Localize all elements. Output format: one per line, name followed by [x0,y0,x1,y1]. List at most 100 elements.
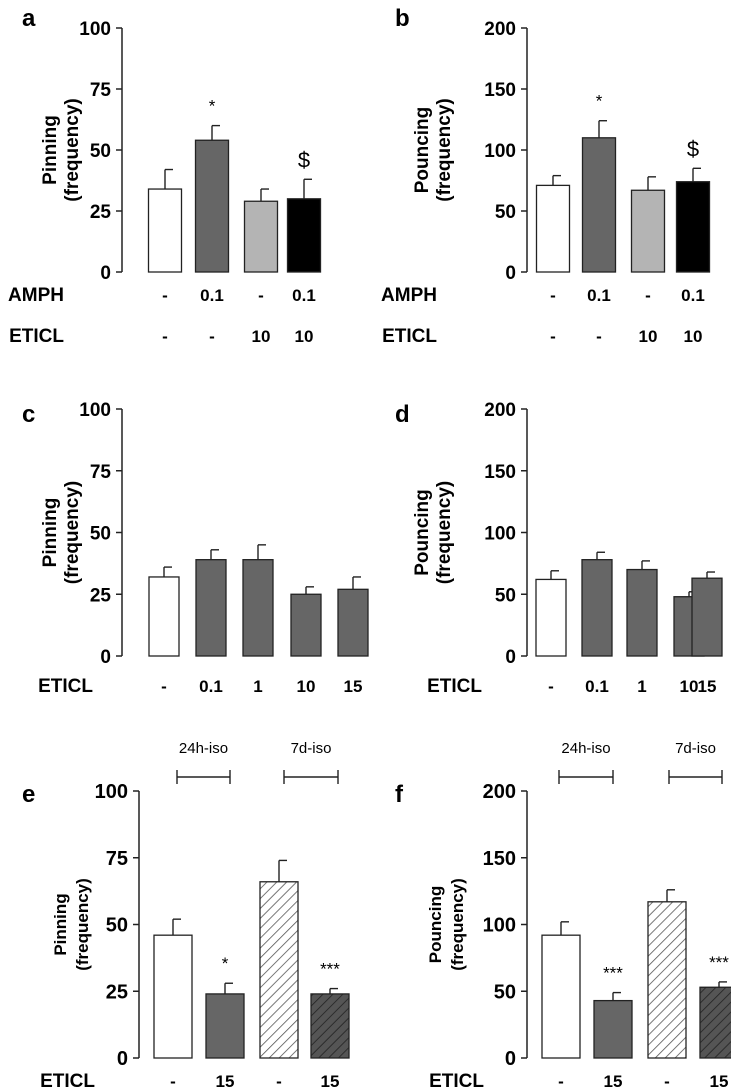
y-tick-label: 75 [106,848,128,870]
panel-letter: e [22,781,35,808]
bar-b-2 [581,137,617,273]
y-tick-label: 0 [505,263,516,284]
y-tick-label: 100 [484,524,516,545]
panel-d: d 0 50 100 150 200 Pouncing(frequency) ETICL - 0.… [395,400,723,697]
row-value: 0.1 [199,677,223,696]
y-tick-label: 0 [100,263,111,284]
panel-f: f 0 50 100 150 200 Pouncing (frequency) *** *** ET… [395,740,731,1090]
row-value: - [645,286,651,305]
row-label-amph: AMPH [381,285,437,306]
row-value: 10 [684,327,703,346]
row-value: - [276,1072,282,1090]
row-value: - [162,286,168,305]
y-axis-label: Pouncing(frequency) [412,98,455,201]
y-tick-label: 100 [484,141,516,162]
y-axis-label: Pouncing(frequency) [426,878,467,971]
bar-c-1 [148,576,180,657]
bar-b-4 [675,181,711,273]
row-label-amph: AMPH [8,285,64,306]
y-tick-label: 50 [106,915,128,937]
y-tick-label: 50 [495,202,516,223]
y-tick-label: 0 [505,647,516,668]
y-axis-label: Pouncing(frequency) [412,481,455,584]
panel-a: a 0 25 50 75 100 Pinning(frequency) * $ AMPH - 0.1 -… [8,5,322,347]
row-value: 15 [698,677,717,696]
y-tick-label: 0 [100,647,111,668]
row-value: 15 [321,1072,340,1090]
bar-f-3 [647,901,687,1059]
y-tick-label: 0 [505,1048,516,1070]
row-value: - [161,677,167,696]
y-tick-label: 100 [483,915,516,937]
row-value: 10 [295,327,314,346]
row-value: 15 [710,1072,729,1090]
row-value: - [558,1072,564,1090]
row-value: 10 [297,677,316,696]
row-label-eticl: ETICL [38,676,93,697]
bar-d-3 [626,568,658,657]
bar-e-1 [153,934,193,1059]
bar-a-1 [147,188,183,273]
row-value: 0.1 [681,286,705,305]
y-tick-label: 50 [90,141,111,162]
bar-d-1 [535,578,567,657]
y-tick-label: 25 [90,585,112,606]
row-value: - [162,327,168,346]
row-value: 0.1 [585,677,609,696]
y-tick-label: 200 [484,19,516,40]
y-tick-label: 200 [483,781,516,803]
row-value: 1 [253,677,262,696]
y-tick-label: 50 [495,585,516,606]
y-tick-label: 100 [79,19,111,40]
bar-f-4 [699,986,731,1059]
significance-marker: * [209,97,216,116]
row-label-eticl: ETICL [429,1071,484,1090]
row-value: - [596,327,602,346]
bar-c-4 [290,593,322,657]
y-tick-label: 25 [106,981,128,1003]
row-label-eticl: ETICL [427,676,482,697]
row-label-eticl: ETICL [40,1071,95,1090]
row-value: - [550,327,556,346]
bar-d-2 [581,559,613,657]
significance-marker: *** [603,964,623,983]
row-value: 10 [252,327,271,346]
bar-a-2 [194,139,230,273]
row-value: 15 [344,677,363,696]
row-value: 10 [639,327,658,346]
row-value: - [209,327,215,346]
row-value: - [664,1072,670,1090]
bar-f-2 [593,999,633,1059]
bar-d-5 [691,577,723,657]
y-tick-label: 100 [79,400,111,421]
bar-b-1 [535,184,571,273]
row-value: - [548,677,554,696]
y-tick-label: 150 [483,848,516,870]
y-tick-label: 50 [494,981,516,1003]
bar-a-4 [286,198,322,273]
y-tick-label: 75 [90,462,112,483]
group-label: 24h-iso [561,740,610,757]
significance-marker: * [222,954,229,973]
panel-letter: d [395,401,410,428]
y-tick-label: 200 [484,400,516,421]
bar-c-2 [195,559,227,657]
y-axis-label: Pinning(frequency) [51,878,92,971]
panel-letter: f [395,781,404,808]
row-value: 0.1 [292,286,316,305]
y-tick-label: 75 [90,80,112,101]
row-value: - [550,286,556,305]
panel-letter: c [22,401,35,428]
significance-marker: $ [687,136,699,161]
bar-c-5 [337,588,369,657]
bar-a-3 [243,200,279,273]
y-axis-label: Pinning(frequency) [40,481,83,584]
row-value: 0.1 [587,286,611,305]
y-tick-label: 150 [484,80,516,101]
row-value: 10 [680,677,699,696]
bar-e-2 [205,993,245,1059]
row-value: 0.1 [200,286,224,305]
y-tick-label: 150 [484,462,516,483]
